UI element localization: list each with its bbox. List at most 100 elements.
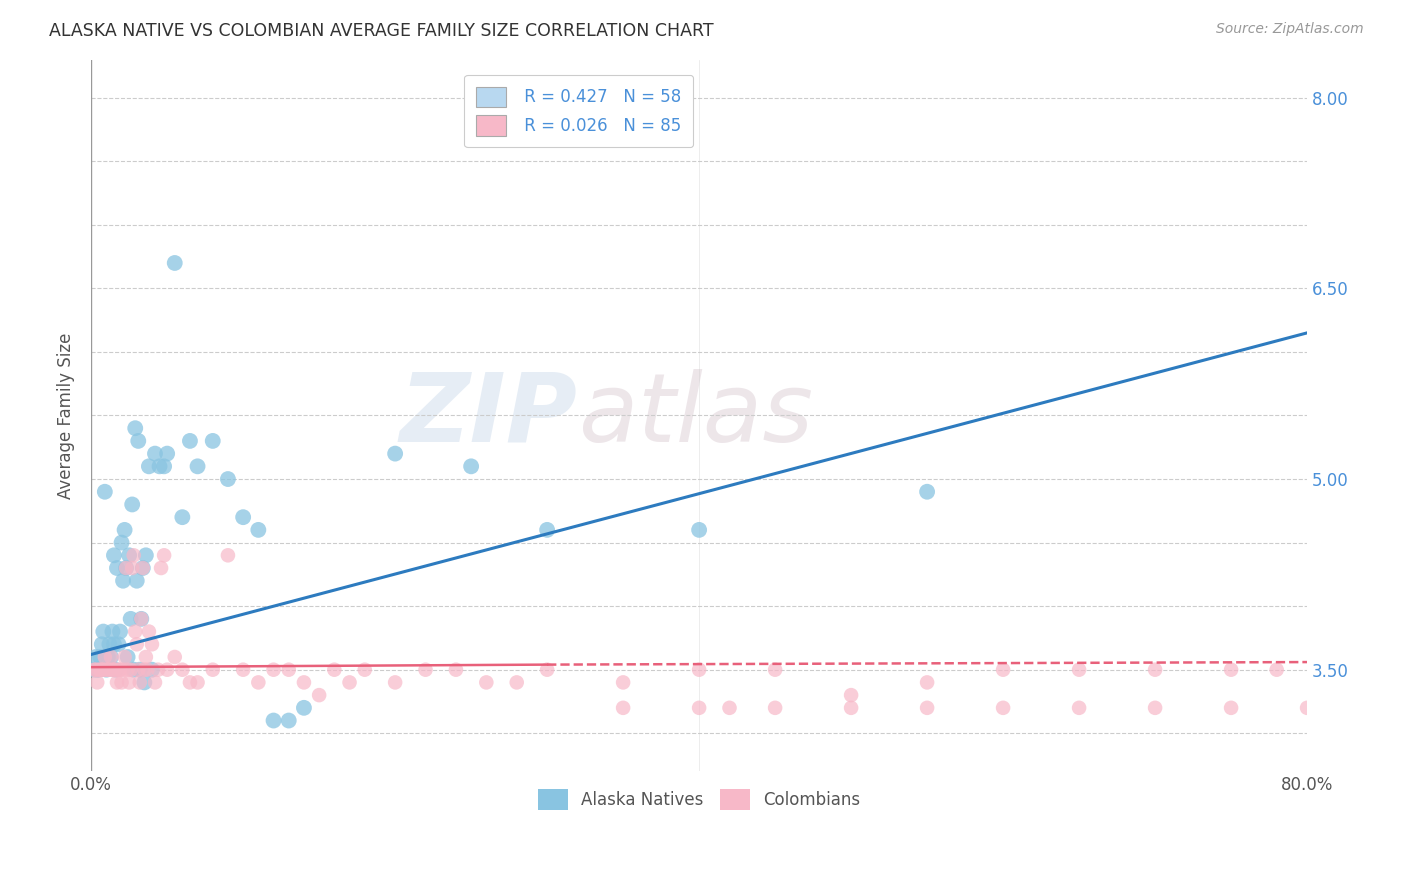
Point [83,663,105,677]
Point [232,663,254,677]
Point [688,523,710,537]
Point [153,549,176,563]
Point [87,663,110,677]
Point [201,434,224,448]
Point [415,663,437,677]
Point [97,663,120,677]
Point [763,701,786,715]
Point [115,561,138,575]
Text: atlas: atlas [578,369,813,462]
Point [153,459,176,474]
Point [247,675,270,690]
Point [991,701,1014,715]
Point [839,688,862,702]
Point [179,434,201,448]
Point [150,561,173,575]
Point [87,663,110,677]
Point [103,637,125,651]
Point [114,523,136,537]
Point [98,637,121,651]
Point [143,447,166,461]
Point [104,663,127,677]
Point [122,549,145,563]
Point [1220,701,1243,715]
Point [187,459,209,474]
Point [141,637,163,651]
Point [84,650,107,665]
Point [118,549,141,563]
Point [232,510,254,524]
Point [146,663,169,677]
Point [1144,663,1167,677]
Point [263,663,285,677]
Point [110,535,132,549]
Point [90,637,112,651]
Point [991,663,1014,677]
Point [163,650,186,665]
Point [96,663,118,677]
Text: ALASKA NATIVE VS COLOMBIAN AVERAGE FAMILY SIZE CORRELATION CHART: ALASKA NATIVE VS COLOMBIAN AVERAGE FAMIL… [49,22,714,40]
Point [124,624,146,639]
Point [90,663,112,677]
Point [103,663,125,677]
Point [121,498,143,512]
Point [292,675,315,690]
Point [444,663,467,677]
Point [277,714,299,728]
Point [112,663,135,677]
Point [117,663,139,677]
Point [1296,701,1319,715]
Point [217,549,239,563]
Point [94,484,117,499]
Point [118,675,141,690]
Point [1067,663,1090,677]
Point [105,675,128,690]
Point [1067,701,1090,715]
Point [688,663,710,677]
Point [104,663,127,677]
Point [323,663,346,677]
Point [339,675,361,690]
Point [121,561,143,575]
Point [384,447,406,461]
Point [143,675,166,690]
Point [247,523,270,537]
Point [308,688,330,702]
Point [460,459,482,474]
Point [263,714,285,728]
Point [115,561,138,575]
Point [120,663,142,677]
Point [110,675,132,690]
Point [131,612,153,626]
Point [125,574,148,588]
Point [915,701,938,715]
Point [96,663,118,677]
Point [1220,663,1243,677]
Point [124,421,146,435]
Point [201,663,224,677]
Point [97,650,120,665]
Point [122,663,145,677]
Point [384,675,406,690]
Point [98,663,121,677]
Text: Source: ZipAtlas.com: Source: ZipAtlas.com [1216,22,1364,37]
Point [163,256,186,270]
Point [127,663,149,677]
Point [108,624,131,639]
Point [94,650,117,665]
Point [120,612,142,626]
Point [86,663,108,677]
Point [132,561,155,575]
Point [763,663,786,677]
Point [1144,701,1167,715]
Point [1265,663,1288,677]
Point [112,574,135,588]
Point [125,637,148,651]
Point [506,675,529,690]
Point [132,561,155,575]
Point [117,650,139,665]
Point [915,484,938,499]
Point [536,523,558,537]
Point [114,650,136,665]
Point [688,701,710,715]
